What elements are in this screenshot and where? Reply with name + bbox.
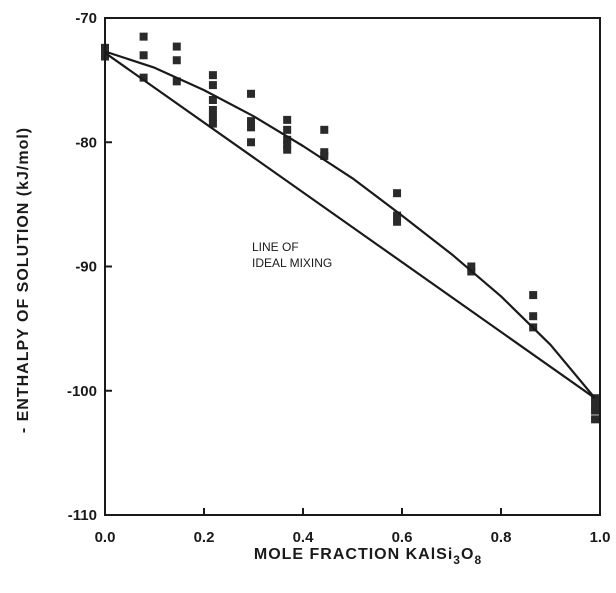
data-point: [172, 42, 181, 51]
data-point: [529, 312, 538, 321]
ideal-mixing-line: [104, 51, 596, 400]
data-point: [393, 189, 402, 198]
plot-layer: [101, 32, 600, 424]
data-point: [529, 291, 538, 300]
data-point: [393, 217, 402, 226]
data-point: [139, 32, 148, 41]
data-point: [208, 119, 217, 128]
data-point: [139, 51, 148, 60]
x-tick-label: 1.0: [590, 529, 611, 546]
data-point: [139, 73, 148, 82]
x-tick-label: 0.6: [392, 529, 413, 546]
x-axis-title: MOLE FRACTION KAlSi3O8: [254, 546, 482, 567]
x-tick-label: 0.4: [293, 529, 315, 546]
data-point: [208, 113, 217, 122]
data-point: [208, 105, 217, 114]
data-point: [247, 138, 256, 147]
data-point: [172, 56, 181, 65]
data-point: [208, 96, 217, 105]
x-axis-title-o: O: [461, 546, 474, 563]
x-axis-title-sub-3: 3: [453, 553, 461, 567]
y-axis: -110 -100 -90 -80 -70: [67, 10, 112, 524]
fitted-curve: [104, 50, 596, 399]
x-tick-label: 0.0: [95, 529, 116, 546]
data-point: [591, 401, 600, 410]
data-point: [208, 71, 217, 80]
data-point: [283, 145, 292, 154]
annotation-line-1: LINE OF: [252, 240, 299, 254]
data-point: [283, 135, 292, 144]
data-point: [247, 123, 256, 132]
annotation-line-2: IDEAL MIXING: [252, 256, 332, 270]
y-tick-label: -90: [75, 259, 97, 276]
y-tick-label: -80: [75, 134, 97, 151]
x-tick-label: 0.2: [194, 529, 215, 546]
y-tick-label: -100: [67, 383, 97, 400]
y-tick-label: -110: [68, 507, 97, 524]
x-axis: 0.0 0.2 0.4 0.6 0.8 1.0: [95, 508, 611, 546]
x-axis-title-sub-8: 8: [474, 553, 482, 567]
data-point: [467, 262, 476, 271]
data-point: [283, 115, 292, 124]
data-point: [320, 125, 329, 134]
data-point: [320, 151, 329, 160]
data-point: [283, 125, 292, 134]
y-tick-label: -70: [75, 10, 97, 27]
y-axis-title: - ENTHALPY OF SOLUTION (kJ/mol): [15, 127, 32, 433]
data-point: [393, 211, 402, 220]
data-point: [591, 406, 600, 415]
data-point: [247, 89, 256, 98]
data-point: [208, 81, 217, 90]
plot-frame: [104, 17, 601, 516]
data-point: [172, 77, 181, 86]
x-tick-label: 0.8: [491, 529, 512, 546]
data-point: [591, 415, 600, 424]
data-point: [247, 117, 256, 126]
data-point: [283, 140, 292, 149]
x-axis-title-main: MOLE FRACTION KAlSi: [254, 546, 453, 563]
